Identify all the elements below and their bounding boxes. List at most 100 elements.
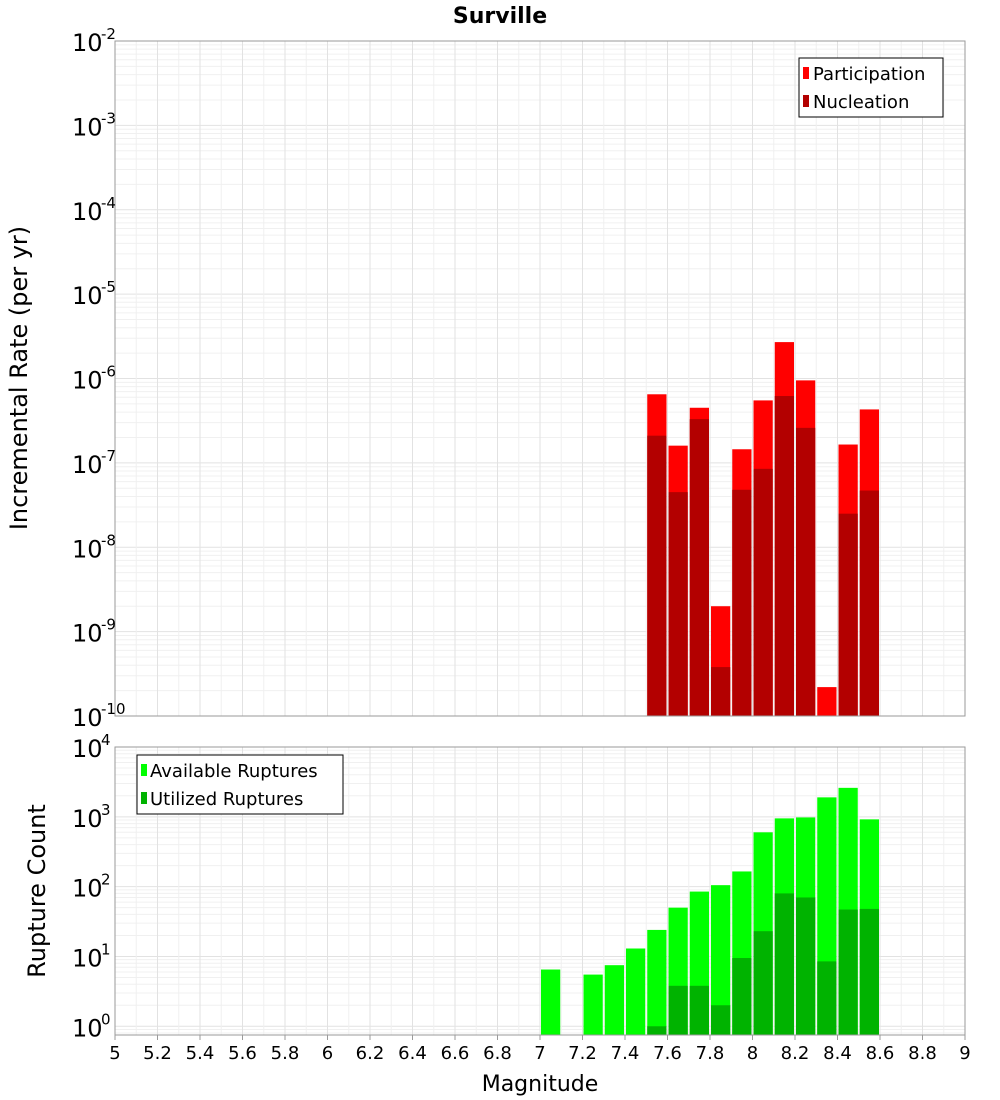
y-tick-exponent: -6 — [101, 363, 116, 381]
utilized-ruptures-bar — [711, 1005, 731, 1035]
utilized-ruptures-legend-swatch — [141, 792, 147, 804]
rate-panel: 10-210-310-410-510-610-710-810-910-10 In… — [5, 25, 966, 732]
nucleation-bar — [796, 427, 816, 716]
y-tick-label: 10 — [72, 704, 103, 732]
y-tick-exponent: -2 — [101, 25, 116, 43]
utilized-ruptures-bar — [838, 909, 858, 1035]
y-tick-exponent: -4 — [101, 194, 116, 212]
utilized-ruptures-legend-label: Utilized Ruptures — [150, 789, 303, 810]
utilized-ruptures-bar — [732, 958, 752, 1035]
y-tick-label: 10 — [72, 535, 103, 563]
y-tick-exponent: 0 — [101, 1010, 111, 1028]
participation-bar — [817, 687, 837, 716]
utilized-ruptures-bar — [859, 908, 879, 1035]
available-ruptures-bar — [541, 969, 561, 1035]
y-tick-label: 10 — [72, 113, 103, 141]
count-legend: Available Ruptures Utilized Ruptures — [136, 754, 344, 815]
y-tick-exponent: -5 — [101, 278, 116, 296]
available-ruptures-bar — [604, 965, 624, 1035]
nucleation-bar — [859, 490, 879, 716]
x-tick-label: 5.4 — [186, 1043, 215, 1064]
y-tick-label: 10 — [72, 367, 103, 395]
x-tick-label: 8.2 — [781, 1043, 810, 1064]
y-tick-exponent: -8 — [101, 531, 116, 549]
rate-gridlines — [114, 40, 966, 717]
y-tick-label: 10 — [72, 282, 103, 310]
y-tick-label: 10 — [72, 1014, 103, 1042]
available-ruptures-legend-swatch — [141, 764, 147, 776]
y-tick-label: 10 — [72, 875, 103, 903]
participation-legend-swatch — [803, 67, 809, 79]
y-tick-exponent: -3 — [101, 109, 116, 127]
y-tick-label: 10 — [72, 944, 103, 972]
utilized-ruptures-bar — [647, 1026, 667, 1035]
x-tick-label: 8.6 — [866, 1043, 895, 1064]
x-tick-label: 5 — [109, 1043, 120, 1064]
x-axis-label: Magnitude — [482, 1072, 599, 1097]
y-tick-label: 10 — [72, 451, 103, 479]
x-tick-label: 8 — [747, 1043, 758, 1064]
y-tick-exponent: 3 — [101, 801, 111, 819]
x-tick-label: 6.6 — [441, 1043, 470, 1064]
utilized-ruptures-bar — [689, 985, 709, 1035]
count-legend-box — [136, 754, 344, 815]
y-tick-exponent: -10 — [101, 700, 126, 718]
y-tick-label: 10 — [72, 620, 103, 648]
chart-title: Surville — [453, 4, 547, 29]
count-y-axis-label: Rupture Count — [23, 804, 51, 978]
available-ruptures-bar — [583, 974, 603, 1035]
x-tick-label: 6.4 — [398, 1043, 427, 1064]
y-tick-label: 10 — [72, 29, 103, 57]
x-tick-label: 7 — [534, 1043, 545, 1064]
x-tick-label: 9 — [959, 1043, 970, 1064]
nucleation-bar — [732, 489, 752, 716]
nucleation-legend-swatch — [803, 95, 809, 107]
x-tick-label: 7.2 — [568, 1043, 597, 1064]
x-tick-label: 5.2 — [143, 1043, 172, 1064]
x-tick-label: 5.8 — [271, 1043, 300, 1064]
y-tick-exponent: 2 — [101, 871, 111, 889]
x-tick-label: 8.8 — [908, 1043, 937, 1064]
y-tick-exponent: 4 — [101, 731, 111, 749]
count-bars — [541, 787, 879, 1035]
utilized-ruptures-bar — [817, 961, 837, 1035]
nucleation-bar — [711, 667, 731, 716]
available-ruptures-bar — [626, 948, 646, 1035]
magnitude-x-ticks: 5 5.2 5.4 5.6 5.8 6 6.2 6.4 6.6 6.8 7 7.2 7.4 7.6 7.8 8… — [109, 1035, 971, 1064]
rate-legend: Participation Nucleation — [798, 57, 944, 118]
utilized-ruptures-bar — [668, 985, 688, 1035]
nucleation-bar — [689, 419, 709, 716]
rate-legend-box — [798, 57, 944, 118]
nucleation-bar — [753, 468, 773, 716]
x-tick-label: 8.4 — [823, 1043, 852, 1064]
y-tick-label: 10 — [72, 735, 103, 763]
utilized-ruptures-bar — [753, 931, 773, 1035]
utilized-ruptures-bar — [796, 897, 816, 1035]
x-tick-label: 5.6 — [228, 1043, 257, 1064]
x-tick-label: 6 — [322, 1043, 333, 1064]
x-tick-label: 7.4 — [611, 1043, 640, 1064]
y-tick-exponent: -7 — [101, 447, 116, 465]
y-tick-exponent: 1 — [101, 940, 111, 958]
rate-y-axis-label: Incremental Rate (per yr) — [5, 226, 33, 530]
nucleation-bar — [647, 435, 667, 716]
rate-y-ticks: 10-210-310-410-510-610-710-810-910-10 — [72, 25, 126, 732]
x-tick-label: 7.6 — [653, 1043, 682, 1064]
nucleation-bar — [668, 492, 688, 716]
nucleation-legend-label: Nucleation — [813, 92, 909, 113]
available-ruptures-bar — [647, 929, 667, 1035]
rate-plot-frame — [114, 40, 966, 717]
available-ruptures-legend-label: Available Ruptures — [150, 761, 318, 782]
nucleation-bar — [838, 513, 858, 716]
available-ruptures-bar — [711, 885, 731, 1035]
y-tick-label: 10 — [72, 198, 103, 226]
utilized-ruptures-bar — [774, 893, 794, 1035]
rate-bars — [647, 342, 879, 716]
x-tick-label: 6.8 — [483, 1043, 512, 1064]
x-tick-label: 7.8 — [696, 1043, 725, 1064]
y-tick-label: 10 — [72, 805, 103, 833]
participation-legend-label: Participation — [813, 64, 925, 85]
